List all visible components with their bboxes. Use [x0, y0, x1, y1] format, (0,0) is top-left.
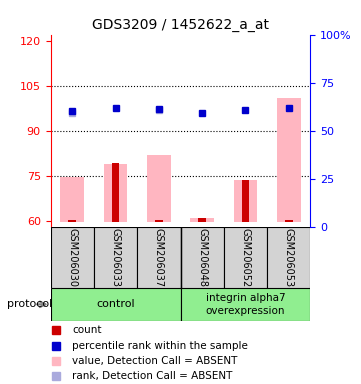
Bar — [198, 218, 206, 222]
Text: value, Detection Call = ABSENT: value, Detection Call = ABSENT — [72, 356, 237, 366]
Bar — [277, 98, 301, 222]
Text: integrin alpha7
overexpression: integrin alpha7 overexpression — [206, 293, 285, 316]
Bar — [60, 177, 84, 222]
Bar — [51, 288, 180, 321]
Bar — [68, 220, 76, 222]
Bar — [94, 227, 137, 288]
Bar — [147, 155, 171, 222]
Text: control: control — [96, 299, 135, 310]
Bar — [137, 227, 180, 288]
Text: GSM206048: GSM206048 — [197, 228, 207, 287]
Text: GSM206037: GSM206037 — [154, 228, 164, 287]
Bar — [224, 227, 267, 288]
Bar — [180, 227, 224, 288]
Text: count: count — [72, 325, 101, 335]
Bar — [242, 180, 249, 222]
Bar — [190, 218, 214, 222]
Bar — [112, 163, 119, 222]
Text: GSM206053: GSM206053 — [284, 228, 294, 287]
Title: GDS3209 / 1452622_a_at: GDS3209 / 1452622_a_at — [92, 18, 269, 32]
Bar — [51, 227, 94, 288]
Bar — [104, 164, 127, 222]
Bar — [285, 220, 293, 222]
Text: rank, Detection Call = ABSENT: rank, Detection Call = ABSENT — [72, 371, 232, 381]
Text: GSM206030: GSM206030 — [67, 228, 77, 287]
Bar — [267, 227, 310, 288]
Bar — [180, 288, 310, 321]
Bar — [234, 180, 257, 222]
Text: protocol: protocol — [7, 299, 52, 309]
Text: GSM206033: GSM206033 — [110, 228, 121, 287]
Text: percentile rank within the sample: percentile rank within the sample — [72, 341, 248, 351]
Text: GSM206052: GSM206052 — [240, 228, 251, 287]
Bar — [155, 220, 163, 222]
